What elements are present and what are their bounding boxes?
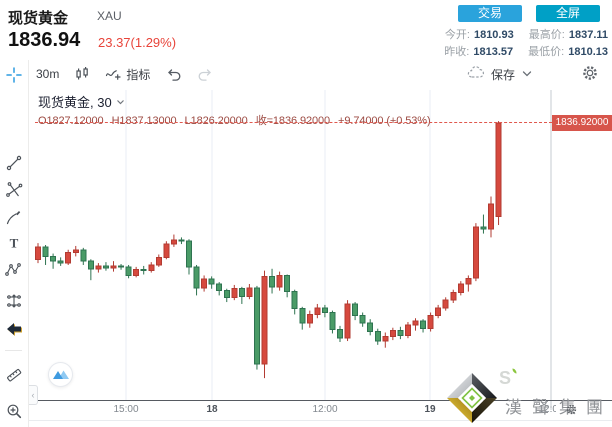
brush-tool-button[interactable] xyxy=(5,208,23,226)
prev-close-value: 1813.57 xyxy=(473,46,514,58)
legend-symbol-button[interactable]: 现货黄金, 30 xyxy=(38,92,125,111)
legend-high: H1837.13000 xyxy=(111,115,177,127)
fullscreen-button[interactable]: 全屏 xyxy=(536,5,600,22)
time-tick-label: 15:00 xyxy=(113,404,139,415)
legend-ohlc: O1827.12000 H1837.13000 L1826.20000 收=1836.… xyxy=(38,112,439,128)
last-price-tag: 1836.92000 xyxy=(552,115,612,131)
time-tick-label: 12:00 xyxy=(312,404,338,415)
gann-fibonacci-tool-button[interactable] xyxy=(5,181,23,199)
trade-button[interactable]: 交易 xyxy=(458,5,522,22)
mountain-chart-icon xyxy=(52,367,69,382)
brush-icon xyxy=(5,211,23,230)
gear-icon xyxy=(582,65,598,84)
low-label: 最低价: xyxy=(528,46,565,58)
interval-button[interactable]: 30m xyxy=(36,67,60,81)
candles-style-button[interactable] xyxy=(74,66,90,82)
ruler-tool-button[interactable] xyxy=(5,366,23,384)
arrow-marker-icon xyxy=(5,323,23,342)
toolbar-separator xyxy=(5,350,22,351)
indicator-wave-plus-icon xyxy=(105,66,121,82)
svg-text:T: T xyxy=(10,236,19,251)
chart-fab-button[interactable] xyxy=(48,362,73,387)
candles-style-icon xyxy=(74,66,90,82)
symbol-name: 现货黄金 xyxy=(8,10,69,27)
settings-button[interactable] xyxy=(582,65,598,84)
header: 现货黄金 XAU 1836.94 23.37(1.29%) 交易 全屏 今开: 1… xyxy=(0,0,612,60)
forecast-position-tool-button[interactable] xyxy=(5,292,23,310)
gridlines xyxy=(125,90,552,410)
chart-toolbar: 30m 指标 保存 xyxy=(28,60,612,88)
time-tick-label: 12:00 xyxy=(538,404,556,415)
xabcd-pattern-tool-button[interactable] xyxy=(5,261,23,279)
bottom-border xyxy=(0,420,612,421)
save-button[interactable]: 保存 xyxy=(467,65,532,84)
open-label: 今开: xyxy=(444,29,470,41)
high-label: 最高价: xyxy=(528,29,565,41)
save-label: 保存 xyxy=(490,67,515,82)
time-tick-label: 19 xyxy=(424,404,436,415)
last-price: 1836.94 xyxy=(8,29,81,51)
symbol-code: XAU xyxy=(97,9,122,23)
open-value: 1810.93 xyxy=(473,29,514,41)
legend-open: O1827.12000 xyxy=(38,115,104,127)
time-axis[interactable]: 15:00 18 12:00 19 12:00 xyxy=(0,404,556,418)
redo-button[interactable] xyxy=(197,66,214,82)
indicators-label: 指标 xyxy=(126,67,151,82)
arrow-marker-tool-button[interactable] xyxy=(5,320,23,338)
drawing-toolbar: T xyxy=(0,60,29,427)
text-tool-icon: T xyxy=(5,236,23,256)
legend-change: +9.74000 (+0.53%) xyxy=(338,115,431,127)
chevron-down-icon[interactable] xyxy=(522,65,532,83)
redo-icon xyxy=(197,66,214,82)
legend-low: L1826.20000 xyxy=(184,115,248,127)
ruler-icon xyxy=(5,368,23,388)
trend-line-tool-button[interactable] xyxy=(5,154,23,172)
low-value: 1810.13 xyxy=(568,46,608,58)
zoom-in-tool-button[interactable] xyxy=(5,402,23,420)
crosshair-tool-button[interactable] xyxy=(5,66,23,84)
trend-line-icon xyxy=(5,155,23,176)
gann-fibonacci-icon xyxy=(5,182,23,203)
crosshair-icon xyxy=(5,67,23,88)
xabcd-pattern-icon xyxy=(5,263,23,283)
day-stats: 今开: 1810.93 最高价: 1837.11 昨收: 1813.57 最低价: 18… xyxy=(432,27,608,61)
time-tick-label: 18 xyxy=(206,404,218,415)
price-change: 23.37(1.29%) xyxy=(98,35,177,50)
candles-series xyxy=(35,121,502,379)
undo-button[interactable] xyxy=(165,66,182,82)
undo-icon xyxy=(165,66,182,82)
forecast-position-icon xyxy=(5,294,23,314)
collapse-left-panel-tab[interactable]: ‹ xyxy=(29,385,38,405)
legend-close: 收=1836.92000 xyxy=(255,115,331,127)
last-price-line xyxy=(35,122,552,123)
legend-symbol-label: 现货黄金, 30 xyxy=(38,95,112,110)
zoom-in-icon xyxy=(5,404,23,424)
prev-close-label: 昨收: xyxy=(444,46,470,58)
indicators-button[interactable]: 指标 xyxy=(105,66,150,83)
text-tool-button[interactable]: T xyxy=(5,234,23,252)
chevron-down-icon xyxy=(112,94,125,109)
high-value: 1837.11 xyxy=(568,29,608,41)
cloud-icon xyxy=(467,65,485,84)
